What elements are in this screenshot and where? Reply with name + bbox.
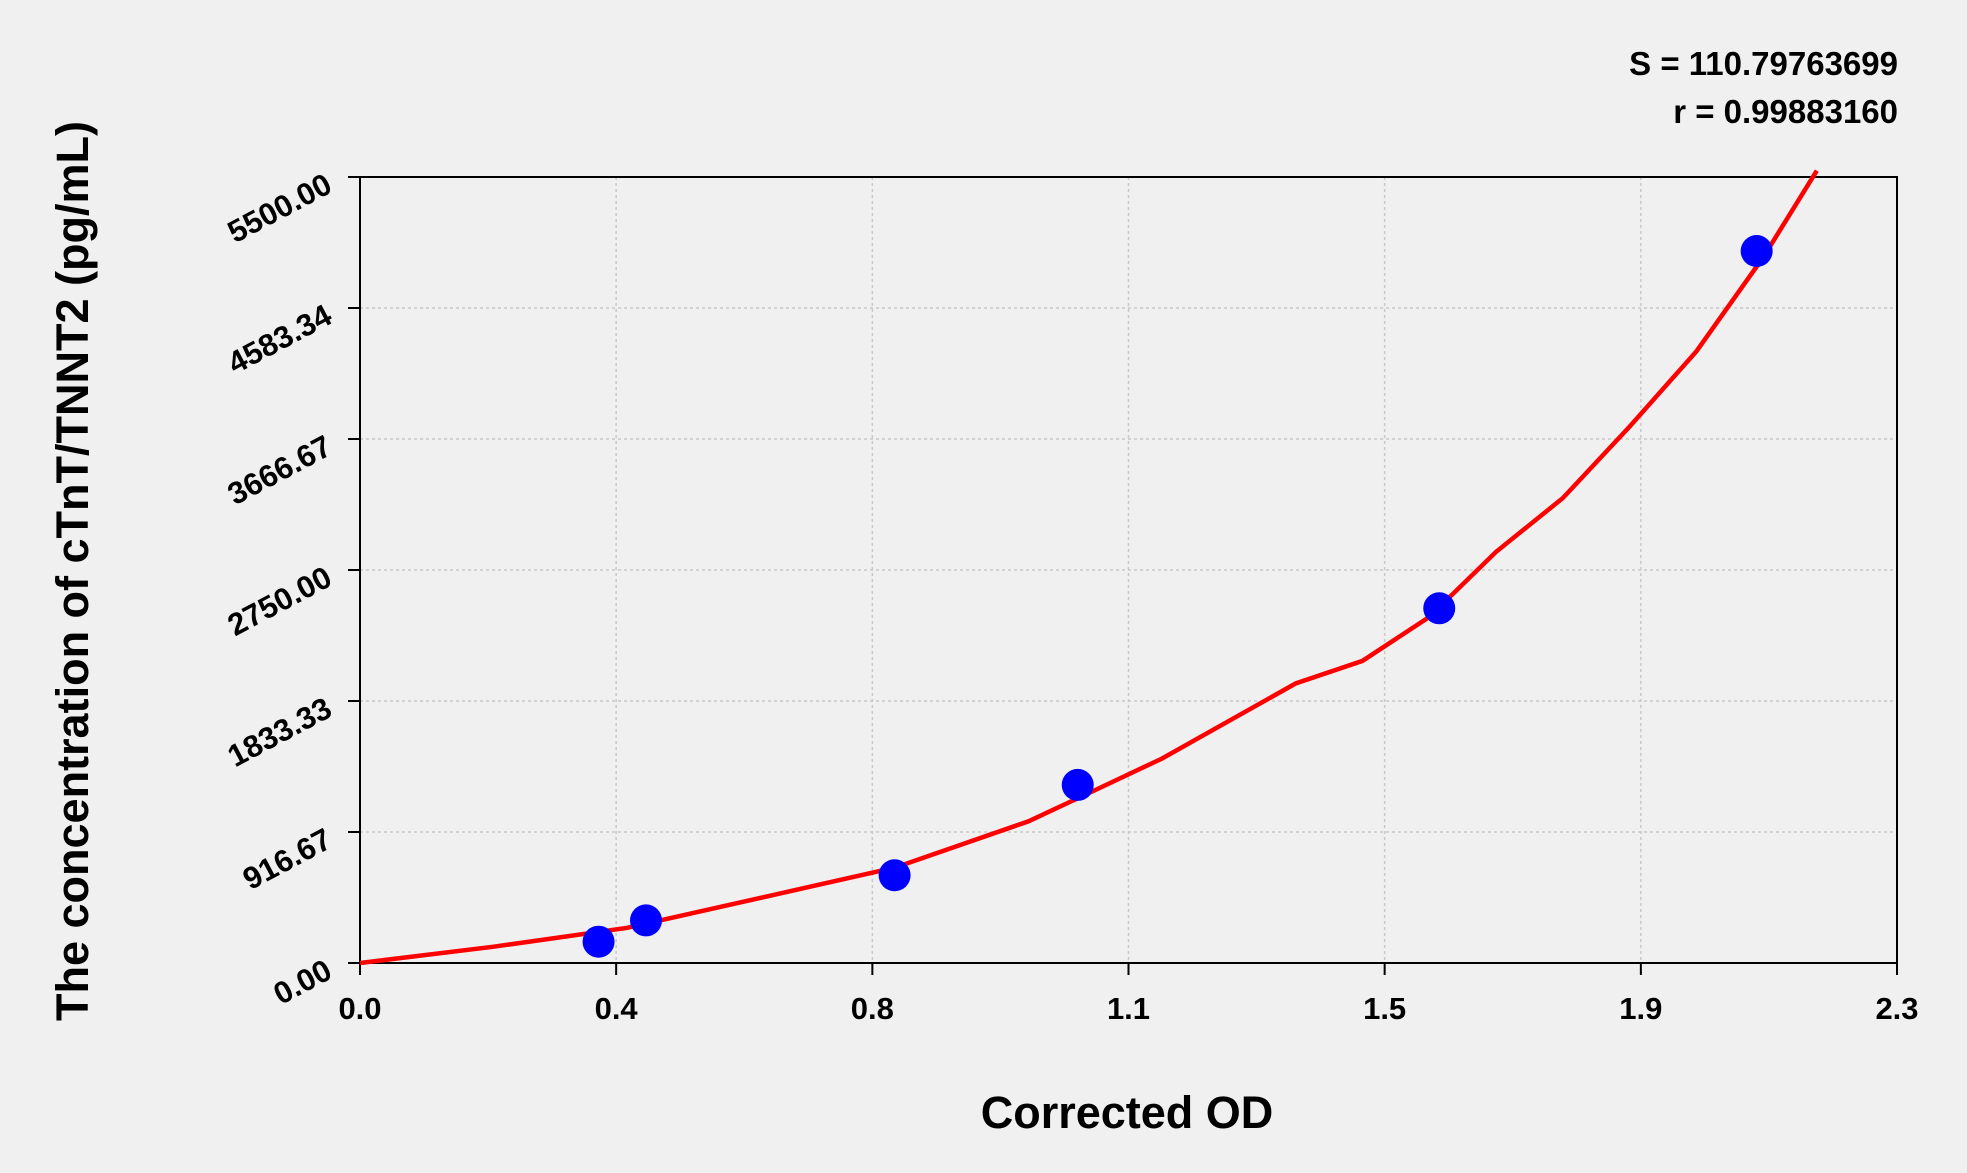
x-axis-title: Corrected OD (981, 1087, 1274, 1138)
fit-curve (360, 169, 1819, 966)
x-tick-label: 0.4 (595, 991, 639, 1026)
x-tick-label: 0.8 (851, 991, 894, 1026)
plot-area (360, 169, 1819, 966)
data-point (1061, 768, 1094, 801)
annotation: r = 0.99883160 (1673, 93, 1898, 130)
x-tick-label: 2.3 (1875, 991, 1918, 1026)
y-tick-label: 2750.00 (222, 559, 337, 643)
data-point (1740, 235, 1773, 268)
y-tick-label: 1833.33 (222, 690, 337, 774)
x-tick-label: 1.5 (1363, 991, 1406, 1026)
y-tick-label: 916.67 (237, 821, 337, 896)
y-tick-label: 0.00 (268, 952, 338, 1011)
y-tick-label: 3666.67 (222, 428, 337, 512)
x-tick-label: 0.0 (338, 991, 381, 1026)
data-point (1423, 592, 1456, 625)
y-tick-label: 4583.34 (222, 297, 338, 381)
data-point (630, 904, 663, 937)
y-axis-title: The concentration of cTnT/TNNT2 (pg/mL) (47, 121, 98, 1021)
data-point (582, 925, 615, 958)
x-tick-label: 1.9 (1619, 991, 1662, 1026)
plot-frame (359, 176, 1898, 964)
y-tick-label: 5500.00 (222, 166, 337, 250)
x-tick-label: 1.1 (1107, 991, 1150, 1026)
annotation: S = 110.79763699 (1629, 45, 1898, 82)
data-point (878, 859, 911, 892)
